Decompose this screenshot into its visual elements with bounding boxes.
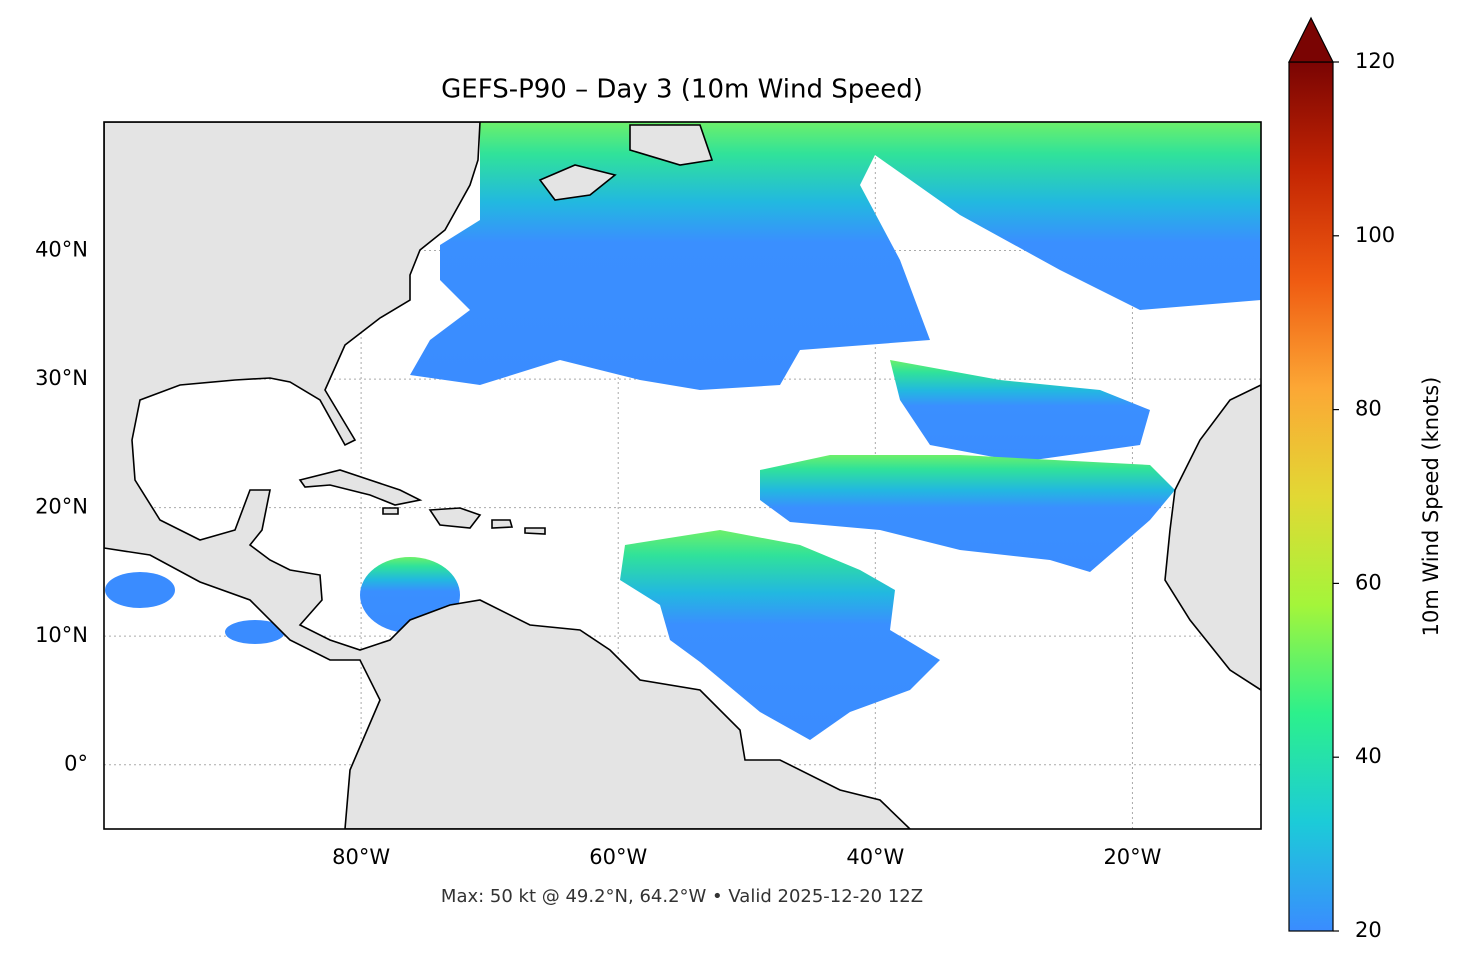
y-tick-label: 10°N — [35, 623, 88, 647]
land — [104, 122, 1261, 829]
colorbar-label: 10m Wind Speed (knots) — [1419, 377, 1443, 637]
x-tick-label: 20°W — [1103, 845, 1161, 869]
x-tick-label: 40°W — [846, 845, 904, 869]
colorbar-extend — [1288, 16, 1334, 63]
x-tick-label: 80°W — [332, 845, 390, 869]
colorbar-tick-label: 20 — [1355, 918, 1382, 942]
colorbar — [1288, 61, 1334, 932]
colorbar-tick-label: 40 — [1355, 744, 1382, 768]
chart-title: GEFS-P90 – Day 3 (10m Wind Speed) — [441, 75, 923, 105]
y-tick-label: 30°N — [35, 366, 88, 390]
colorbar-tick-label: 80 — [1355, 397, 1382, 421]
wind-field — [105, 122, 1261, 740]
plot-frame — [103, 121, 1262, 830]
x-tick-label: 60°W — [589, 845, 647, 869]
colorbar-tick-label: 100 — [1355, 223, 1395, 247]
footnote: Max: 50 kt @ 49.2°N, 64.2°W • Valid 2025… — [441, 886, 923, 907]
y-tick-label: 20°N — [35, 495, 88, 519]
colorbar-tick-label: 60 — [1355, 570, 1382, 594]
y-tick-label: 0° — [64, 752, 88, 776]
colorbar-tick-label: 120 — [1355, 49, 1395, 73]
map-area — [104, 122, 1261, 829]
y-tick-label: 40°N — [35, 238, 88, 262]
